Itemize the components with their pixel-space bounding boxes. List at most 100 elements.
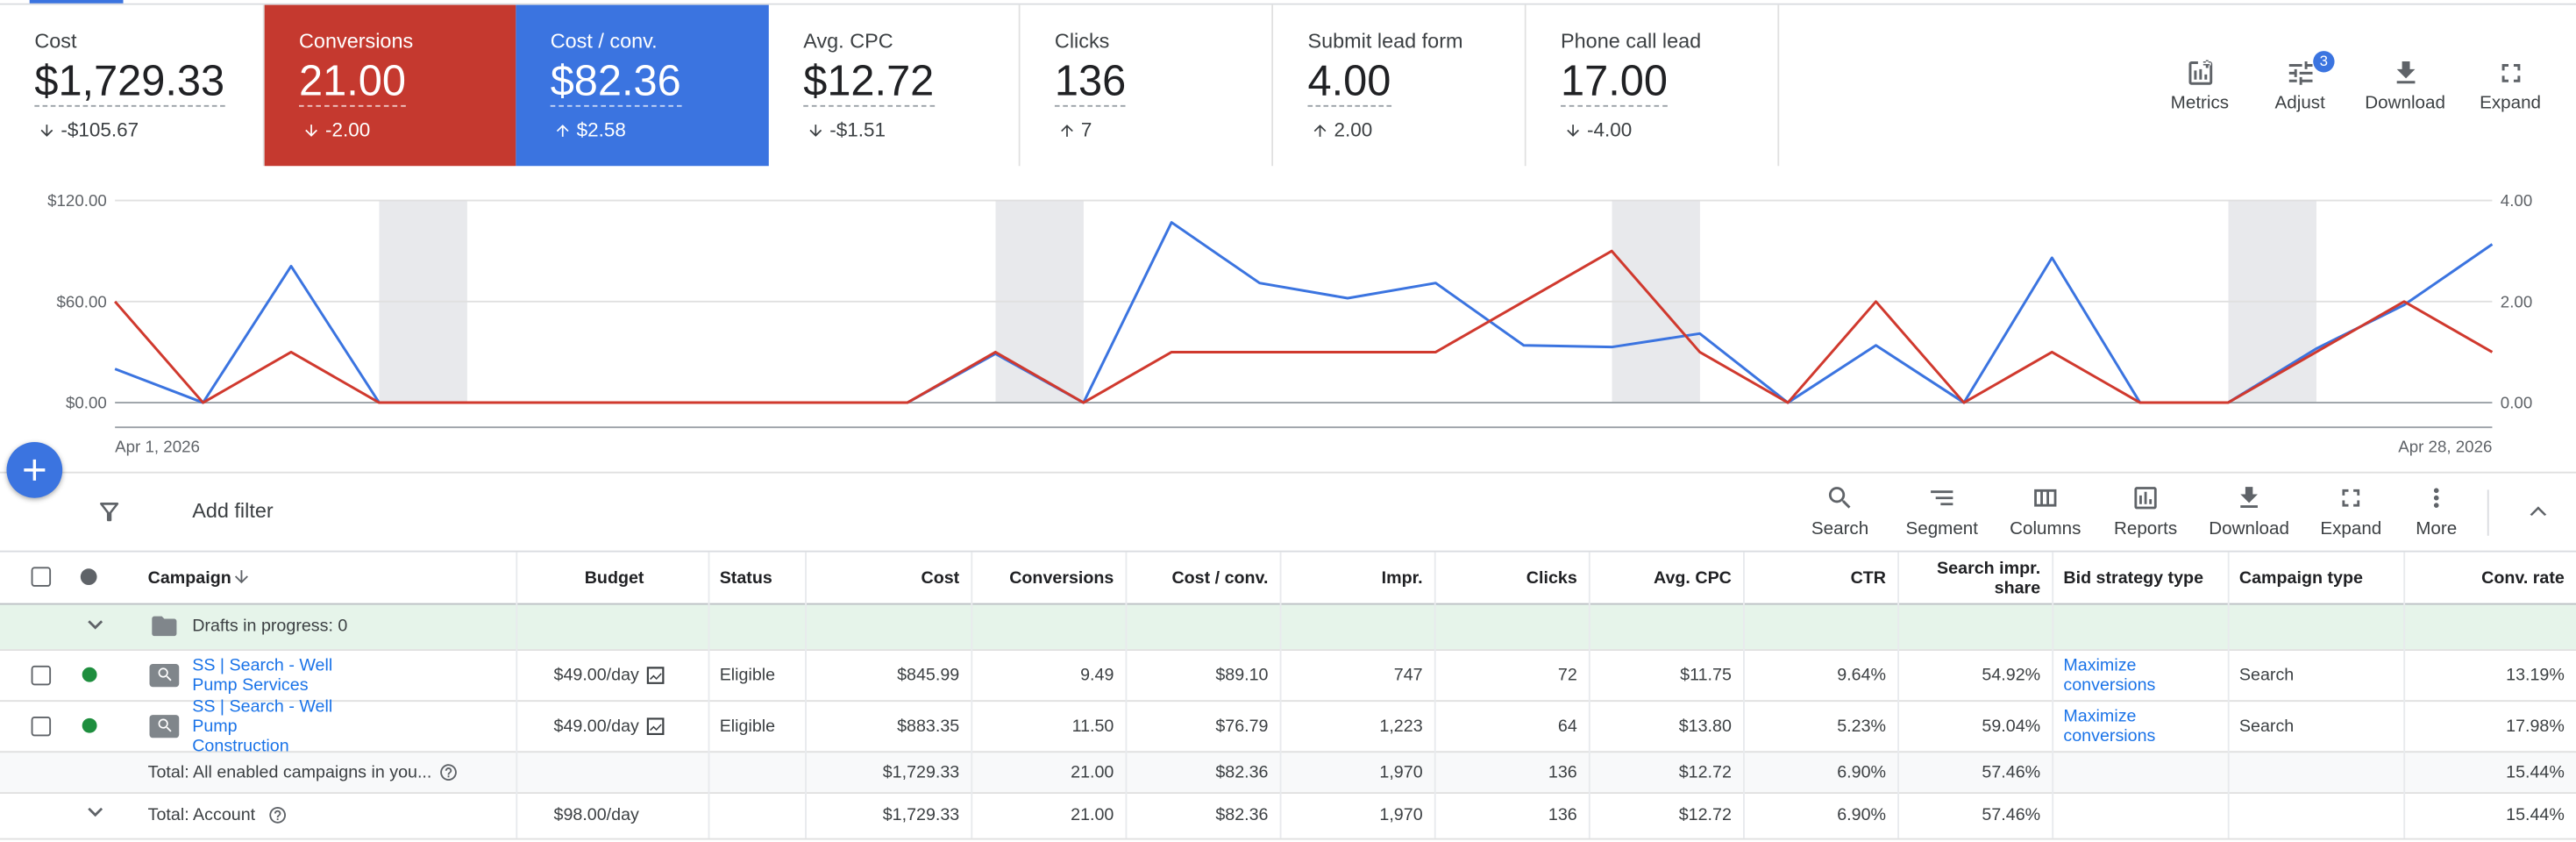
budget: $49.00/day [553, 664, 639, 685]
total-cell: 1,970 [1379, 761, 1423, 781]
reports-glyph [2134, 487, 2157, 510]
campaign-type-icon [149, 714, 180, 738]
trendbox-icon[interactable] [644, 663, 666, 686]
filter-icon[interactable] [95, 497, 123, 525]
y2-tick-label: 4.00 [2501, 191, 2532, 210]
adjust-icon[interactable] [2284, 57, 2316, 89]
column-header[interactable]: Avg. CPC [1653, 567, 1732, 588]
column-border [805, 552, 807, 838]
tab-indicator [29, 0, 124, 5]
trendbox-icon[interactable] [644, 714, 666, 737]
metric-card[interactable]: Clicks 136 7 [1020, 4, 1274, 167]
column-header[interactable]: Impr. [1381, 567, 1423, 588]
status-header-dot [80, 568, 97, 586]
table-toolbar-label[interactable]: Expand [2320, 519, 2382, 539]
bid-strategy-link[interactable]: Maximize conversions [2063, 654, 2156, 695]
table-toolbar-label[interactable]: Segment [1905, 519, 1978, 539]
column-header[interactable]: Campaign [147, 567, 231, 588]
column-header[interactable]: CTR [1850, 567, 1887, 588]
down-icon[interactable] [81, 797, 110, 827]
table-toolbar-label[interactable]: Reports [2113, 519, 2178, 539]
column-header[interactable]: Status [719, 567, 772, 588]
reports-icon[interactable] [2131, 483, 2160, 513]
bid-strategy-link[interactable]: Maximize conversions [2063, 705, 2156, 746]
column-header[interactable]: Campaign type [2238, 567, 2363, 588]
folder-icon [152, 616, 177, 637]
column-header[interactable]: Cost / conv. [1171, 567, 1269, 588]
column-header[interactable]: Budget [584, 567, 644, 588]
arrowdown-icon [39, 124, 53, 136]
total-cell: 15.44% [2506, 761, 2565, 781]
metrics-icon[interactable] [2184, 57, 2216, 89]
more-icon[interactable] [2422, 483, 2451, 513]
checkbox[interactable] [31, 664, 52, 685]
table-cell: $883.35 [897, 716, 960, 736]
table-cell: 5.23% [1837, 716, 1887, 736]
metric-card[interactable]: Cost $1,729.33 -$105.67 [0, 4, 265, 167]
row-border [0, 838, 2576, 840]
column-header[interactable]: Cost [921, 567, 960, 588]
plus-icon[interactable] [17, 452, 53, 488]
total-label: Total: All enabled campaigns in you... [147, 761, 432, 781]
table-toolbar-label[interactable]: More [2416, 519, 2458, 539]
metric-label: Conversions [299, 29, 414, 53]
metric-card[interactable]: Avg. CPC $12.72 -$1.51 [768, 4, 1021, 167]
total-cell: 57.46% [1982, 805, 2041, 825]
segment-icon[interactable] [1927, 483, 1957, 513]
table-toolbar-label[interactable]: Download [2209, 519, 2289, 539]
row-border [0, 700, 2576, 703]
filter-input[interactable]: Add filter [192, 499, 274, 523]
download-icon[interactable] [2389, 57, 2421, 89]
checkbox[interactable] [31, 567, 52, 587]
metric-label: Submit lead form [1307, 29, 1463, 53]
table-toolbar-label[interactable]: Search [1811, 519, 1869, 539]
search-icon[interactable] [1825, 483, 1855, 513]
metric-value: $82.36 [550, 55, 681, 107]
series-line [114, 249, 2494, 404]
metric-value: 21.00 [299, 55, 406, 107]
down-icon[interactable] [81, 610, 110, 639]
metric-card[interactable]: Conversions 21.00 -2.00 [264, 4, 516, 167]
metric-card[interactable]: Cost / conv. $82.36 $2.58 [516, 4, 769, 167]
columns-icon[interactable] [2031, 483, 2060, 513]
budget: $98.00/day [553, 805, 639, 825]
metric-label: Clicks [1054, 29, 1110, 53]
download-icon[interactable] [2234, 483, 2264, 513]
column-header[interactable]: Conv. rate [2481, 567, 2565, 588]
column-header[interactable]: Conversions [1009, 567, 1114, 588]
metric-card[interactable]: Phone call lead 17.00 -4.00 [1526, 4, 1780, 167]
expand-icon[interactable] [2336, 483, 2366, 513]
status-dot [82, 667, 97, 682]
toolbar-label[interactable]: Adjust [2274, 93, 2325, 114]
table-toolbar-label[interactable]: Columns [2010, 519, 2081, 539]
help-icon[interactable] [438, 761, 458, 781]
arrowdown-icon[interactable] [231, 567, 251, 586]
search-glyph [157, 718, 171, 732]
search-glyph [157, 667, 171, 681]
total-cell: 6.90% [1837, 761, 1887, 781]
adjust-glyph [2288, 61, 2312, 84]
table-cell: 9.64% [1837, 664, 1887, 685]
toolbar-label[interactable]: Metrics [2170, 93, 2230, 114]
up-icon[interactable] [2522, 495, 2554, 527]
column-header[interactable]: Clicks [1526, 567, 1577, 588]
metric-card[interactable]: Submit lead form 4.00 2.00 [1273, 4, 1526, 167]
down-glyph [88, 620, 103, 630]
toolbar-label[interactable]: Expand [2480, 93, 2542, 114]
table-cell: 59.04% [1982, 716, 2041, 736]
toolbar-label[interactable]: Download [2365, 93, 2445, 114]
more-glyph [2433, 488, 2439, 508]
expand-icon[interactable] [2494, 57, 2526, 89]
table-cell: $845.99 [897, 664, 960, 685]
checkbox[interactable] [31, 716, 52, 736]
total-row-bg [0, 751, 2576, 793]
column-border [2403, 552, 2406, 838]
column-border [1434, 552, 1436, 838]
help-icon[interactable] [267, 805, 287, 824]
total-label: Total: Account [147, 805, 256, 825]
campaign-link[interactable]: SS | Search - Well Pump Construction [192, 696, 333, 755]
column-header[interactable]: Bid strategy type [2063, 567, 2204, 588]
column-header[interactable]: Search impr. share [1937, 558, 2041, 598]
adjust-badge: 3 [2313, 51, 2335, 73]
campaign-link[interactable]: SS | Search - Well Pump Services [192, 654, 333, 695]
